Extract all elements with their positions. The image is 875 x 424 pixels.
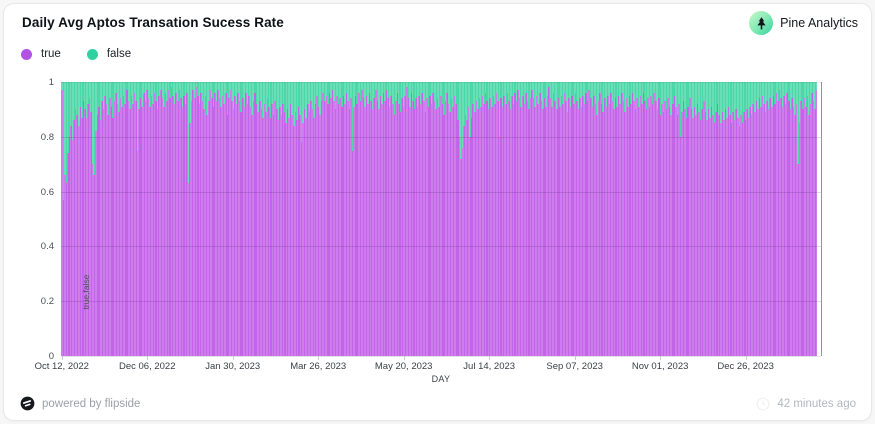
powered-by-label: powered by flipside: [42, 397, 141, 410]
clock-icon: [756, 397, 770, 411]
last-updated: 42 minutes ago: [756, 397, 856, 411]
legend-dot-false: [86, 48, 98, 60]
brand[interactable]: Pine Analytics: [749, 10, 858, 36]
x-axis-title: DAY: [431, 374, 451, 384]
legend-item-true[interactable]: true: [21, 48, 61, 60]
brand-name: Pine Analytics: [780, 16, 858, 30]
legend-dot-true: [21, 48, 32, 60]
y-axis-title: true,false: [81, 274, 91, 310]
legend-item-false[interactable]: false: [86, 48, 132, 60]
bars: [61, 82, 821, 356]
plot-area[interactable]: true,false: [61, 82, 822, 357]
powered-by[interactable]: powered by flipside: [20, 396, 140, 411]
plot-right-edge: [821, 82, 822, 356]
legend-label-true: true: [41, 48, 61, 60]
chart-legend: true false: [21, 48, 131, 60]
flipside-icon: [20, 396, 35, 411]
last-updated-label: 42 minutes ago: [777, 398, 856, 410]
pine-tree-icon: [749, 11, 774, 35]
chart-title: Daily Avg Aptos Transation Sucess Rate: [22, 15, 284, 30]
legend-label-false: false: [106, 48, 132, 60]
chart-card: Daily Avg Aptos Transation Sucess Rate P…: [3, 3, 872, 421]
